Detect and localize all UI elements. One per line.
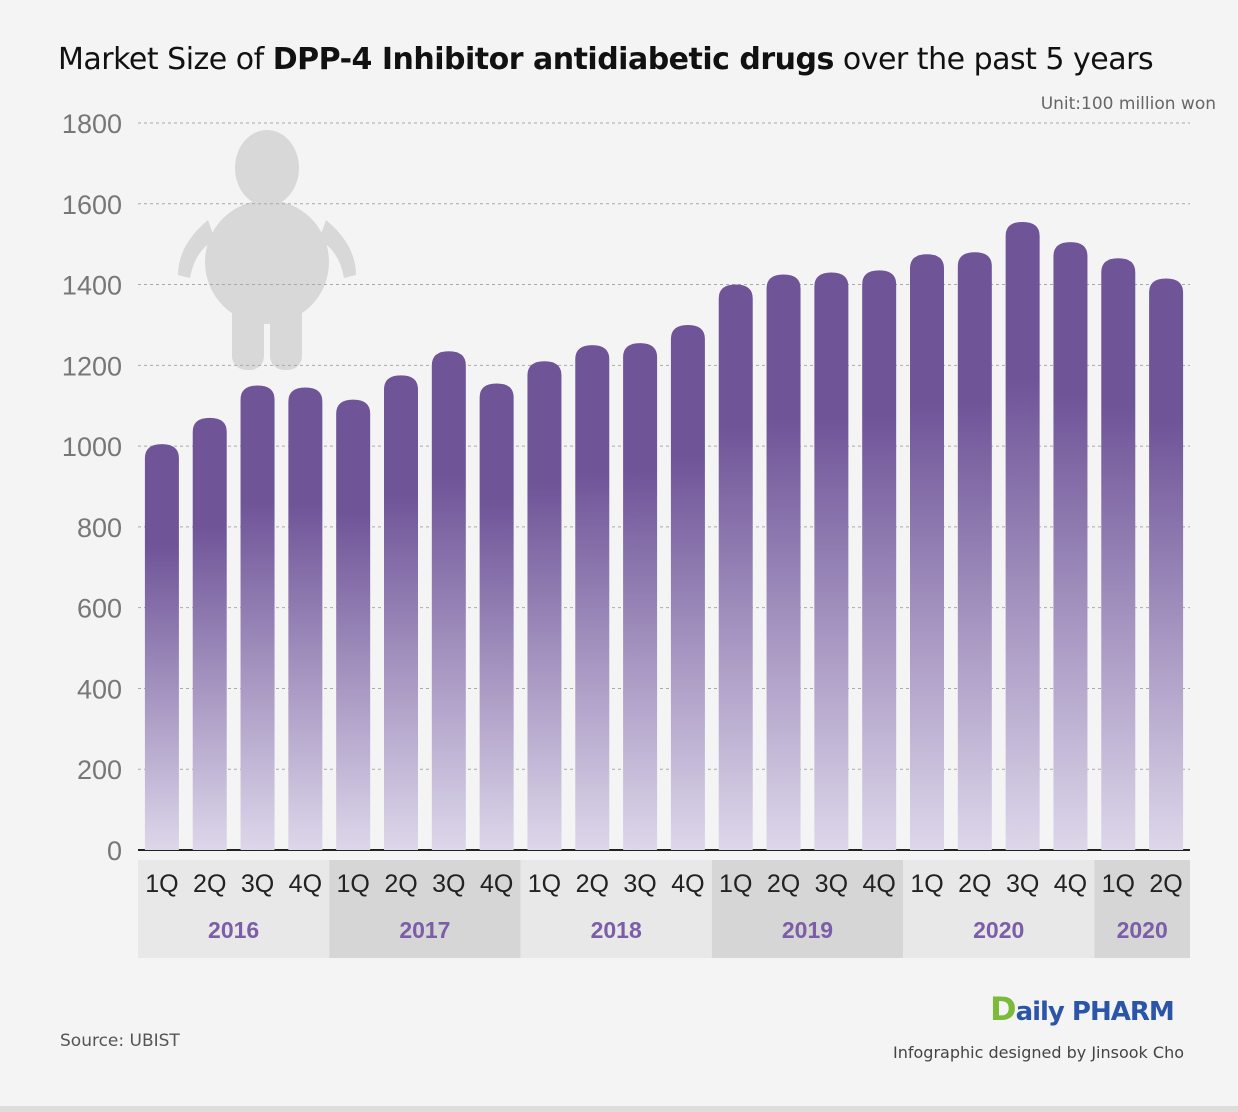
bar — [144, 444, 179, 850]
x-tick-label: 4Q — [671, 870, 704, 898]
year-band — [1094, 860, 1190, 958]
bar — [384, 375, 418, 850]
bar — [575, 345, 610, 850]
source-label: Source: UBIST — [60, 1031, 180, 1051]
year-label: 2020 — [973, 917, 1024, 943]
x-tick-label: 1Q — [337, 870, 370, 898]
x-tick-label: 3Q — [241, 870, 274, 898]
bar — [527, 361, 562, 850]
bar — [1149, 278, 1184, 851]
title-bold: DPP-4 Inhibitor antidiabetic drugs — [272, 42, 835, 77]
year-label: 2020 — [1117, 917, 1168, 943]
bar — [336, 399, 371, 850]
bar — [1101, 258, 1136, 851]
bar — [670, 324, 705, 850]
year-band — [903, 860, 1095, 958]
y-tick-label: 400 — [77, 674, 122, 704]
x-tick-label: 2Q — [193, 870, 226, 898]
year-band — [520, 860, 712, 958]
x-tick-label: 3Q — [623, 870, 656, 898]
bar — [240, 385, 275, 850]
x-tick-label: 2Q — [767, 870, 800, 898]
x-tick-label: 4Q — [863, 870, 896, 898]
bar — [862, 270, 897, 850]
person-silhouette-icon — [178, 130, 356, 370]
x-tick-label: 4Q — [1054, 870, 1087, 898]
year-label: 2018 — [591, 917, 642, 943]
bar — [910, 254, 944, 850]
y-tick-label: 1000 — [62, 432, 122, 462]
year-label: 2019 — [782, 917, 833, 943]
bar — [1005, 221, 1040, 851]
bar — [431, 351, 466, 850]
x-tick-label: 3Q — [815, 870, 848, 898]
unit-label: Unit:100 million won — [1040, 94, 1216, 114]
x-tick-label: 3Q — [432, 870, 465, 898]
y-tick-label: 1800 — [62, 109, 122, 139]
x-tick-label: 2Q — [958, 870, 991, 898]
bar — [766, 274, 801, 850]
credit-label: Infographic designed by Jinsook Cho — [893, 1043, 1184, 1062]
bar — [814, 272, 849, 850]
y-tick-label: 800 — [77, 513, 122, 543]
year-label: 2016 — [208, 917, 259, 943]
y-tick-label: 1200 — [62, 351, 122, 381]
bar — [623, 343, 658, 850]
x-tick-label: 1Q — [719, 870, 752, 898]
bar — [957, 252, 992, 850]
y-tick-label: 0 — [107, 836, 122, 866]
year-band — [711, 860, 904, 958]
bar — [718, 284, 753, 850]
daily-pharm-logo: Daily PHARM — [990, 990, 1175, 1028]
x-tick-label: 3Q — [1006, 870, 1039, 898]
x-tick-label: 2Q — [576, 870, 609, 898]
x-tick-label: 1Q — [910, 870, 943, 898]
x-tick-label: 1Q — [528, 870, 561, 898]
year-band — [329, 860, 521, 958]
x-tick-label: 2Q — [384, 870, 417, 898]
year-band — [138, 860, 330, 958]
bar — [288, 387, 323, 850]
x-tick-label: 4Q — [480, 870, 513, 898]
bottom-divider — [0, 1106, 1238, 1112]
year-label: 2017 — [399, 917, 450, 943]
bar — [479, 383, 514, 850]
y-tick-label: 1400 — [62, 271, 122, 301]
bar — [192, 417, 227, 850]
bar — [1053, 242, 1088, 850]
y-tick-label: 600 — [77, 594, 122, 624]
x-tick-label: 1Q — [145, 870, 178, 898]
x-tick-label: 4Q — [289, 870, 322, 898]
title-part: Market Size of — [58, 42, 273, 77]
y-tick-label: 200 — [77, 755, 122, 785]
x-tick-label: 2Q — [1149, 870, 1182, 898]
chart-title: Market Size of DPP-4 Inhibitor antidiabe… — [58, 42, 1154, 77]
title-part: over the past 5 years — [833, 42, 1154, 77]
x-tick-label: 1Q — [1102, 870, 1135, 898]
y-tick-label: 1600 — [62, 190, 122, 220]
